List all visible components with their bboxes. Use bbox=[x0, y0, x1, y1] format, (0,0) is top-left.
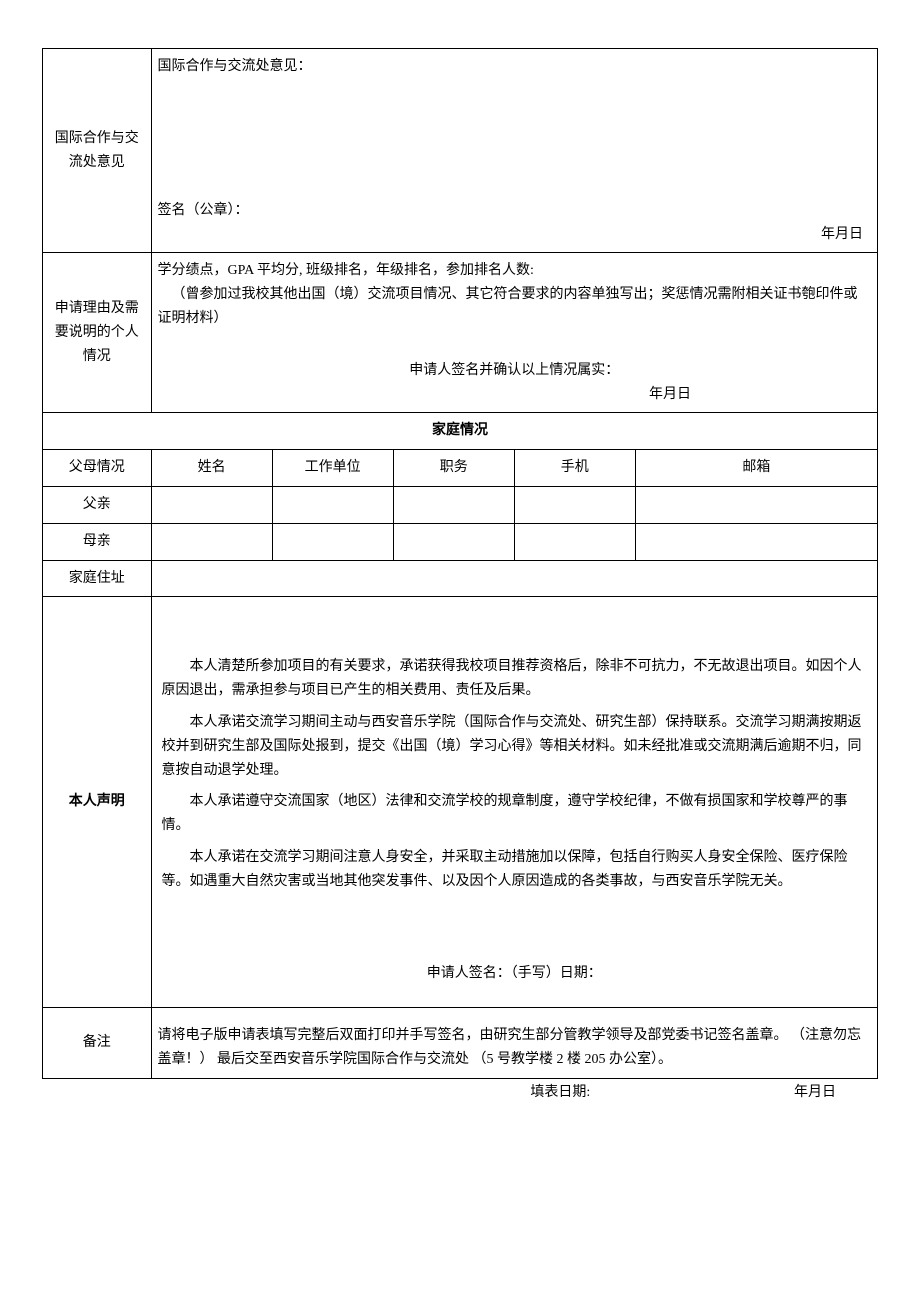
family-father-label: 父亲 bbox=[43, 486, 152, 523]
mother-position-cell[interactable] bbox=[393, 523, 514, 560]
footer-date: 年月日 bbox=[794, 1081, 836, 1101]
father-phone-cell[interactable] bbox=[514, 486, 635, 523]
declaration-p3: 本人承诺遵守交流国家（地区）法律和交流学校的规章制度，遵守学校纪律，不做有损国家… bbox=[162, 790, 867, 838]
mother-email-cell[interactable] bbox=[635, 523, 877, 560]
mother-workplace-cell[interactable] bbox=[272, 523, 393, 560]
family-header-phone: 手机 bbox=[514, 450, 635, 487]
family-mother-row: 母亲 bbox=[43, 523, 878, 560]
footer-line: 填表日期: 年月日 bbox=[42, 1081, 878, 1101]
family-address-row: 家庭住址 bbox=[43, 560, 878, 597]
family-header-parent: 父母情况 bbox=[43, 450, 152, 487]
remarks-label-cell: 备注 bbox=[43, 1008, 152, 1079]
declaration-bottom-spacer bbox=[162, 985, 867, 997]
father-email-cell[interactable] bbox=[635, 486, 877, 523]
declaration-top-spacer bbox=[162, 607, 867, 647]
reason-line1: 学分绩点，GPA 平均分, 班级排名，年级排名，参加排名人数: bbox=[158, 259, 871, 283]
declaration-p2: 本人承诺交流学习期间主动与西安音乐学院（国际合作与交流处、研究生部）保持联系。交… bbox=[162, 711, 867, 782]
family-header-row: 父母情况 姓名 工作单位 职务 手机 邮箱 bbox=[43, 450, 878, 487]
remarks-row: 备注 请将电子版申请表填写完整后双面打印并手写签名，由研究生部分管教学领导及部党… bbox=[43, 1008, 878, 1079]
declaration-label: 本人声明 bbox=[69, 794, 125, 809]
family-header-email: 邮箱 bbox=[635, 450, 877, 487]
declaration-sign: 申请人签名：（手写）日期： bbox=[162, 962, 867, 986]
intl-office-heading: 国际合作与交流处意见： bbox=[158, 55, 871, 79]
family-address-label: 家庭住址 bbox=[43, 560, 152, 597]
remarks-text: 请将电子版申请表填写完整后双面打印并手写签名，由研究生部分管教学领导及部党委书记… bbox=[158, 1028, 862, 1067]
family-header-position: 职务 bbox=[393, 450, 514, 487]
family-mother-label: 母亲 bbox=[43, 523, 152, 560]
reason-label: 申请理由及需要说明的个人情况 bbox=[55, 301, 139, 364]
family-father-row: 父亲 bbox=[43, 486, 878, 523]
declaration-p4: 本人承诺在交流学习期间注意人身安全，并采取主动措施加以保障，包括自行购买人身安全… bbox=[162, 846, 867, 894]
declaration-label-cell: 本人声明 bbox=[43, 597, 152, 1008]
mother-name-cell[interactable] bbox=[151, 523, 272, 560]
application-form-table: 国际合作与交流处意见 国际合作与交流处意见： 签名（公章）： 年月日 申请理由及… bbox=[42, 48, 878, 1079]
reason-line2: （曾参加过我校其他出国（境）交流项目情况、其它符合要求的内容单独写出；奖惩情况需… bbox=[158, 283, 871, 331]
intl-office-date: 年月日 bbox=[158, 223, 871, 247]
family-address-cell[interactable] bbox=[151, 560, 877, 597]
family-section-title: 家庭情况 bbox=[43, 413, 878, 450]
mother-phone-cell[interactable] bbox=[514, 523, 635, 560]
family-header-name: 姓名 bbox=[151, 450, 272, 487]
family-header-workplace: 工作单位 bbox=[272, 450, 393, 487]
intl-office-sign-label: 签名（公章）： bbox=[158, 199, 871, 223]
father-workplace-cell[interactable] bbox=[272, 486, 393, 523]
reason-confirm: 申请人签名并确认以上情况属实： bbox=[158, 359, 871, 383]
intl-office-content-cell: 国际合作与交流处意见： 签名（公章）： 年月日 bbox=[151, 49, 877, 253]
reason-row: 申请理由及需要说明的个人情况 学分绩点，GPA 平均分, 班级排名，年级排名，参… bbox=[43, 253, 878, 413]
intl-office-row: 国际合作与交流处意见 国际合作与交流处意见： 签名（公章）： 年月日 bbox=[43, 49, 878, 253]
footer-fill-date-label: 填表日期: bbox=[530, 1085, 590, 1100]
father-name-cell[interactable] bbox=[151, 486, 272, 523]
father-position-cell[interactable] bbox=[393, 486, 514, 523]
reason-content-cell: 学分绩点，GPA 平均分, 班级排名，年级排名，参加排名人数: （曾参加过我校其… bbox=[151, 253, 877, 413]
intl-office-label-cell: 国际合作与交流处意见 bbox=[43, 49, 152, 253]
declaration-p1: 本人清楚所参加项目的有关要求，承诺获得我校项目推荐资格后，除非不可抗力，不无故退… bbox=[162, 655, 867, 703]
declaration-mid-spacer bbox=[162, 902, 867, 962]
reason-spacer bbox=[158, 331, 871, 359]
declaration-row: 本人声明 本人清楚所参加项目的有关要求，承诺获得我校项目推荐资格后，除非不可抗力… bbox=[43, 597, 878, 1008]
reason-date: 年月日 bbox=[158, 383, 871, 407]
remarks-spacer bbox=[158, 1014, 871, 1024]
declaration-content-cell: 本人清楚所参加项目的有关要求，承诺获得我校项目推荐资格后，除非不可抗力，不无故退… bbox=[151, 597, 877, 1008]
reason-label-cell: 申请理由及需要说明的个人情况 bbox=[43, 253, 152, 413]
intl-office-label: 国际合作与交流处意见 bbox=[55, 131, 139, 170]
remarks-label: 备注 bbox=[83, 1035, 111, 1050]
remarks-content-cell: 请将电子版申请表填写完整后双面打印并手写签名，由研究生部分管教学领导及部党委书记… bbox=[151, 1008, 877, 1079]
family-section-row: 家庭情况 bbox=[43, 413, 878, 450]
intl-office-blank-area bbox=[158, 79, 871, 169]
